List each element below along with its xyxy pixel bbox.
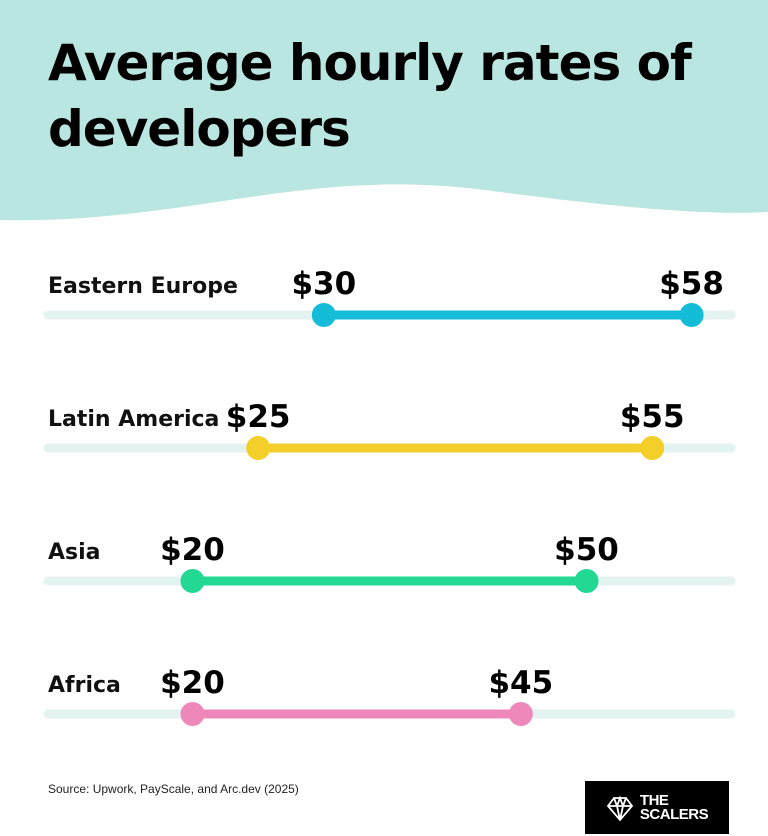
min-value-label: $25 (226, 399, 291, 435)
max-value-label: $45 (488, 665, 553, 701)
logo-text: THE SCALERS (639, 791, 709, 823)
source-note: Source: Upwork, PayScale, and Arc.dev (2… (48, 782, 299, 796)
category-label: Asia (48, 540, 101, 565)
min-value-label: $30 (291, 266, 356, 302)
max-value-label: $55 (620, 399, 685, 435)
min-point (180, 569, 205, 593)
min-value-label: $20 (160, 665, 225, 701)
max-value-label: $58 (659, 266, 724, 302)
category-label: Eastern Europe (48, 274, 238, 299)
max-point (508, 702, 533, 726)
min-value-label: $20 (160, 532, 225, 568)
max-point (640, 436, 665, 460)
min-point (311, 303, 336, 327)
min-point (246, 436, 271, 460)
category-label: Latin America (48, 407, 219, 432)
the-scalers-logo: THE SCALERS (585, 781, 729, 834)
diamond-logo-icon (606, 794, 634, 821)
max-value-label: $50 (554, 532, 619, 568)
max-point (679, 303, 704, 327)
chart-title: Average hourly rates of developers (48, 34, 692, 158)
category-label: Africa (48, 673, 121, 698)
min-point (180, 702, 205, 726)
max-point (574, 569, 599, 593)
